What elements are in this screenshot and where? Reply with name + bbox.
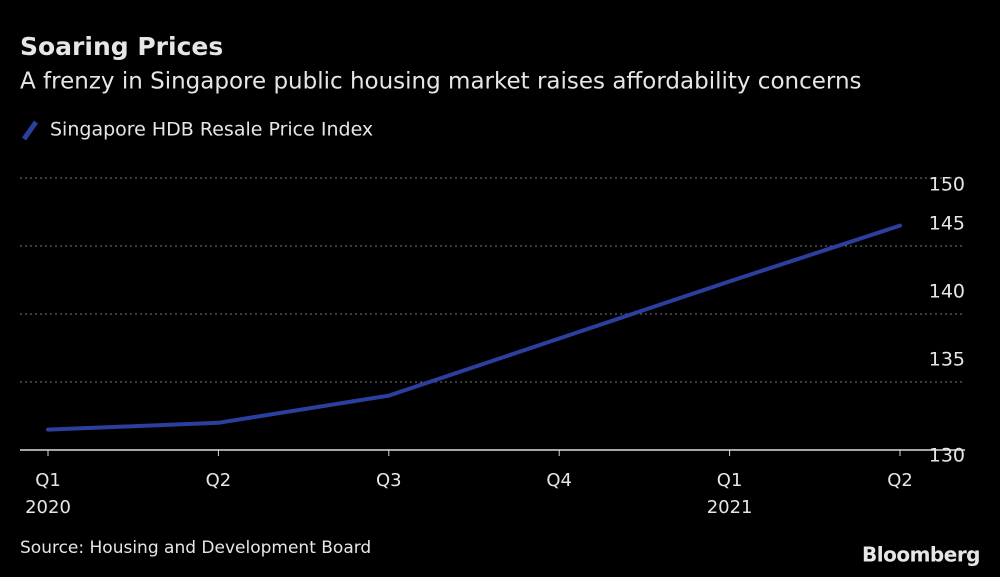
x-tick-label: Q2	[206, 470, 232, 491]
x-year-label: 2020	[25, 497, 71, 518]
source: Source: Housing and Development Board	[20, 538, 371, 558]
brand: Bloomberg	[862, 543, 980, 567]
chart-subtitle: A frenzy in Singapore public housing mar…	[20, 69, 862, 95]
y-tick-label: 135	[929, 349, 965, 371]
x-tick-label: Q2	[887, 470, 913, 491]
x-tick-label: Q4	[546, 470, 572, 491]
legend-label: Singapore HDB Resale Price Index	[50, 119, 373, 141]
data-line	[46, 223, 902, 432]
y-tick-label: 145	[929, 213, 965, 235]
x-tick-label: Q3	[376, 470, 402, 491]
legend-swatch	[21, 120, 39, 141]
y-tick-label: 130	[929, 445, 965, 467]
x-tick-label: Q1	[717, 470, 743, 491]
y-tick-label: 150	[929, 174, 965, 196]
x-tick-label: Q1	[35, 470, 61, 491]
x-year-label: 2021	[707, 497, 753, 518]
y-tick-label: 140	[929, 281, 965, 303]
chart-title: Soaring Prices	[20, 32, 223, 61]
